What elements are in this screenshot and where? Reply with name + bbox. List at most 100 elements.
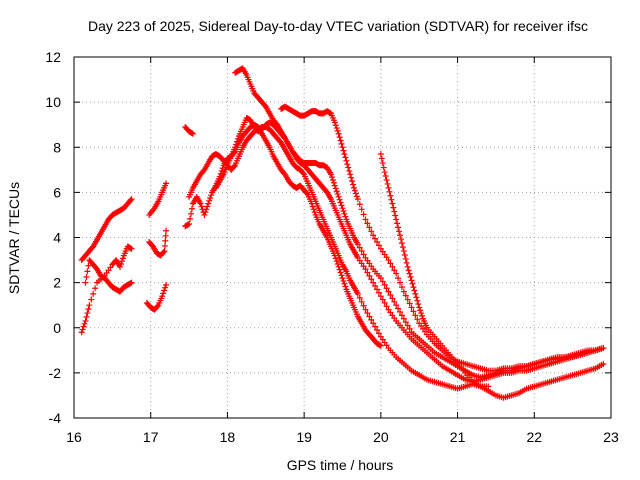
data-point [128, 245, 135, 252]
data-point [395, 224, 402, 231]
data-point [233, 141, 240, 148]
data-point [402, 255, 409, 262]
data-point [397, 236, 404, 243]
data-point [117, 263, 124, 270]
data-point [340, 147, 347, 154]
data-point [383, 303, 390, 310]
data-point [161, 248, 168, 255]
data-point [405, 267, 412, 274]
data-point [198, 203, 205, 210]
data-point [408, 304, 415, 311]
data-point [333, 258, 340, 265]
data-point [394, 220, 401, 227]
data-point [330, 179, 337, 186]
x-tick-label: 23 [603, 429, 619, 445]
data-point [341, 151, 348, 158]
data-point [415, 301, 422, 308]
data-point [389, 263, 396, 270]
data-point [79, 326, 86, 333]
data-point [352, 190, 359, 197]
data-point [398, 240, 405, 247]
data-point [379, 160, 386, 167]
data-point [409, 280, 416, 287]
data-point [377, 293, 384, 300]
data-point [186, 220, 193, 227]
series-track-d [143, 281, 170, 313]
data-point [163, 227, 170, 234]
data-point [402, 319, 409, 326]
y-tick-label: 2 [53, 275, 61, 291]
data-point [408, 277, 415, 284]
x-tick-label: 19 [296, 429, 312, 445]
data-point [160, 290, 167, 297]
data-point [311, 209, 318, 216]
data-point [375, 330, 382, 337]
data-point [188, 205, 195, 212]
data-point [368, 316, 375, 323]
data-point [160, 249, 167, 256]
data-point [336, 266, 343, 273]
data-point [163, 281, 170, 288]
data-point [83, 314, 90, 321]
data-point [600, 360, 607, 367]
data-point [161, 242, 168, 249]
data-point [375, 289, 382, 296]
y-tick-label: -4 [49, 410, 62, 426]
data-point [387, 292, 394, 299]
data-point [400, 248, 407, 255]
data-point [383, 285, 390, 292]
data-point [332, 185, 339, 192]
data-point [412, 290, 419, 297]
data-point [372, 283, 379, 290]
data-point [374, 239, 381, 246]
data-point [411, 287, 418, 294]
data-point [80, 323, 87, 330]
data-point [162, 237, 169, 244]
data-point [197, 200, 204, 207]
data-point [205, 200, 212, 207]
x-tick-label: 16 [66, 429, 82, 445]
data-point [310, 206, 317, 213]
data-point [372, 323, 379, 330]
data-point [417, 307, 424, 314]
data-point [407, 273, 414, 280]
data-point [232, 144, 239, 151]
data-point [342, 154, 349, 161]
data-point [163, 180, 170, 187]
data-point [346, 167, 353, 174]
data-point [204, 203, 211, 210]
data-point [336, 134, 343, 141]
data-point [419, 312, 426, 319]
series-track-c [82, 257, 135, 295]
data-point [397, 279, 404, 286]
data-point [374, 327, 381, 334]
data-point [485, 383, 492, 390]
data-point [338, 202, 345, 209]
data-point [356, 201, 363, 208]
data-series [78, 65, 607, 401]
data-point [390, 204, 397, 211]
data-point [356, 244, 363, 251]
data-point [340, 277, 347, 284]
data-point [354, 241, 361, 248]
data-point [328, 174, 335, 181]
data-point [345, 164, 352, 171]
data-point [334, 191, 341, 198]
data-point [90, 290, 97, 297]
data-point [380, 164, 387, 171]
data-point [396, 228, 403, 235]
data-point [339, 275, 346, 282]
data-point [187, 215, 194, 222]
data-point [354, 290, 361, 297]
data-point [400, 315, 407, 322]
data-point [377, 151, 384, 158]
data-point [414, 316, 421, 323]
y-axis-label: SDTVAR / TECUs [6, 182, 22, 294]
data-point [161, 287, 168, 294]
series-track-k [232, 65, 607, 381]
data-point [404, 322, 411, 329]
y-tick-label: 0 [53, 320, 61, 336]
data-point [354, 196, 361, 203]
data-point [329, 176, 336, 183]
data-point [234, 135, 241, 142]
